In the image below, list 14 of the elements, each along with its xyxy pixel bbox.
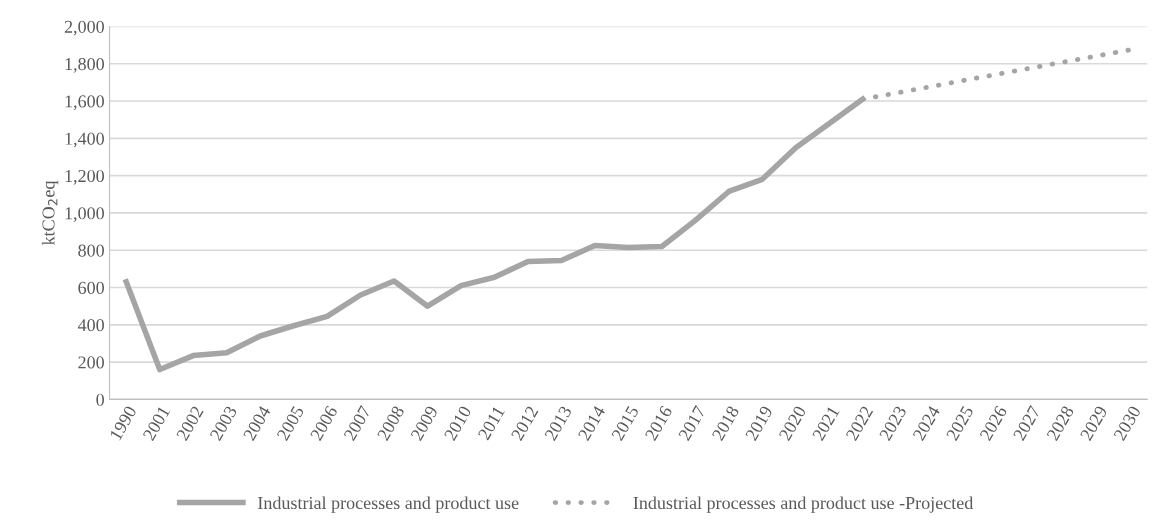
y-tick-label: 1,200 — [65, 169, 104, 185]
y-tick-label: 1,600 — [65, 95, 104, 111]
y-tick-label: 1,000 — [65, 207, 104, 222]
legend-label: Industrial processes and product use -Projected — [633, 496, 974, 513]
y-tick-label: 1,800 — [65, 58, 104, 73]
y-tick-label: 0 — [96, 393, 104, 406]
y-tick-label: 2,000 — [64, 20, 104, 36]
y-tick-label: 200 — [78, 356, 104, 369]
y-tick-label: 800 — [78, 244, 104, 257]
y-axis-title: ktCO$_{2}$eq — [41, 180, 59, 246]
y-tick-label: 1,400 — [65, 132, 104, 148]
legend-label: Industrial processes and product use — [258, 496, 519, 513]
y-tick-label: 600 — [78, 281, 104, 294]
y-tick-label: 400 — [77, 319, 104, 332]
